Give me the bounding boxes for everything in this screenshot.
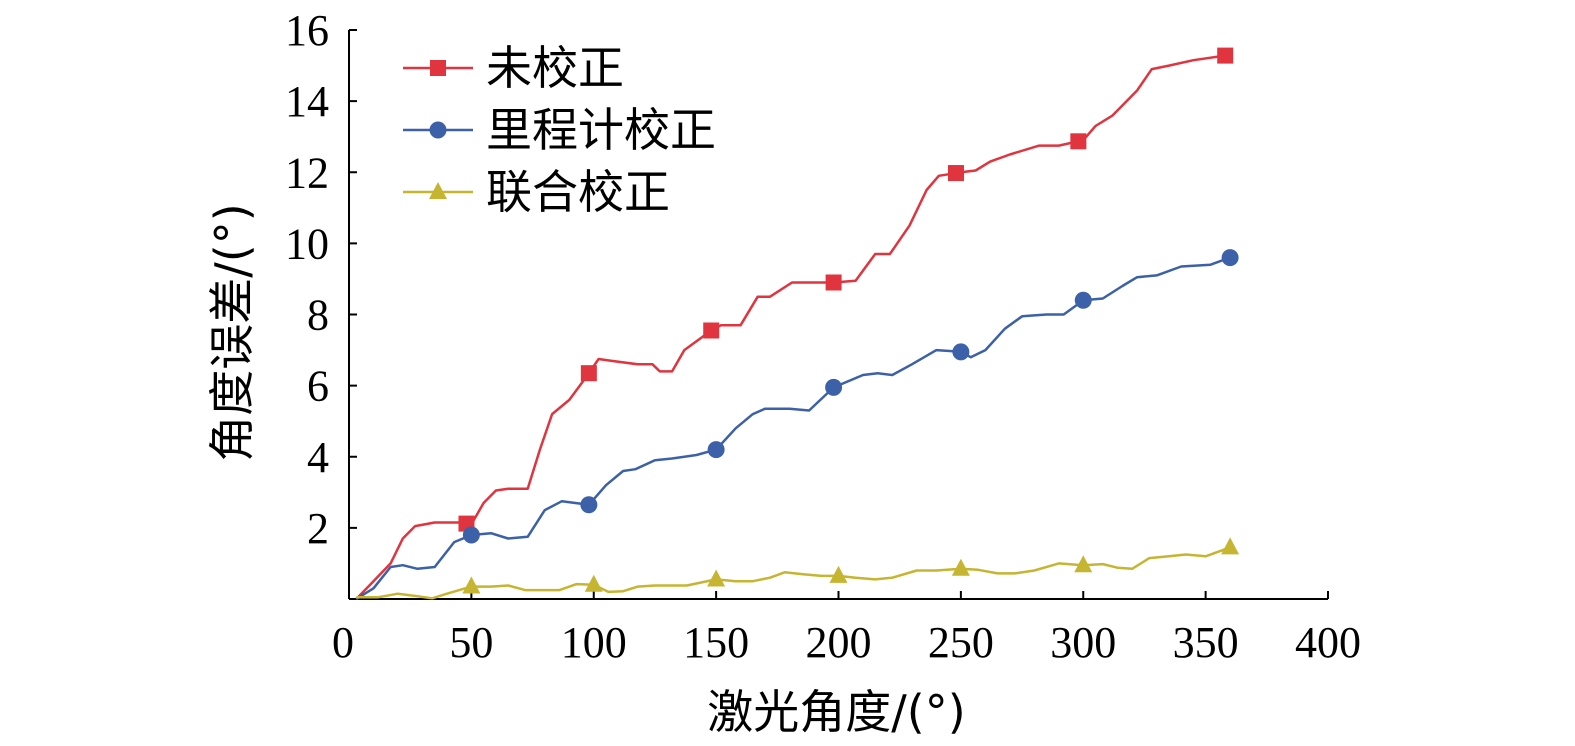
legend-marker <box>429 182 447 199</box>
data-point <box>829 565 848 583</box>
legend-item-2: 里程计校正 <box>403 103 716 157</box>
series-line <box>355 53 1231 600</box>
series-line <box>356 546 1231 600</box>
x-tick-label: 250 <box>928 618 994 667</box>
legend-marker <box>430 60 446 76</box>
x-tick-label: 0 <box>332 618 354 667</box>
y-tick-label: 14 <box>285 77 329 126</box>
x-tick-label: 150 <box>683 618 749 667</box>
y-tick-label: 16 <box>285 6 329 55</box>
data-point <box>462 526 480 544</box>
x-tick-label: 200 <box>806 618 872 667</box>
x-tick-label: 300 <box>1050 618 1116 667</box>
data-point <box>584 574 603 592</box>
data-point <box>703 322 720 339</box>
series-layer <box>355 47 1240 601</box>
legend-item-1: 未校正 <box>403 41 624 95</box>
data-point <box>1070 133 1087 150</box>
data-point <box>462 576 481 594</box>
ticks: 0 50 100 150 200 250 300 350 400 2 4 6 8 10 12 14 16 <box>285 6 1361 667</box>
y-tick-label: 10 <box>285 219 329 268</box>
series-3 <box>356 537 1240 600</box>
data-point <box>1221 537 1240 555</box>
data-point <box>1074 291 1092 309</box>
data-point <box>580 496 598 514</box>
y-axis-title: 角度误差/(°) <box>205 203 259 461</box>
y-tick-label: 8 <box>307 291 329 340</box>
data-point <box>952 343 970 361</box>
x-axis-title: 激光角度/(°) <box>707 685 965 739</box>
y-tick-label: 12 <box>285 148 329 197</box>
y-tick-label: 2 <box>307 504 329 553</box>
data-point <box>1217 47 1234 64</box>
y-tick-label: 6 <box>307 362 329 411</box>
data-point <box>1221 249 1239 267</box>
data-point <box>947 165 964 182</box>
series-2 <box>355 249 1239 601</box>
y-tick-label: 4 <box>307 433 329 482</box>
legend-label: 联合校正 <box>486 165 670 219</box>
data-point <box>951 558 970 576</box>
legend-item-3: 联合校正 <box>403 165 670 219</box>
data-point <box>1074 555 1093 573</box>
legend-marker <box>429 121 447 139</box>
x-tick-label: 400 <box>1295 618 1361 667</box>
legend-label: 里程计校正 <box>486 103 716 157</box>
data-point <box>825 274 842 291</box>
data-point <box>707 569 726 587</box>
legend-label: 未校正 <box>486 41 624 95</box>
series-line <box>355 256 1231 601</box>
series-1 <box>355 47 1234 600</box>
x-tick-label: 100 <box>561 618 627 667</box>
x-tick-label: 50 <box>449 618 493 667</box>
data-point <box>707 441 725 459</box>
x-tick-label: 350 <box>1173 618 1239 667</box>
data-point <box>825 378 843 396</box>
data-point <box>580 365 597 382</box>
